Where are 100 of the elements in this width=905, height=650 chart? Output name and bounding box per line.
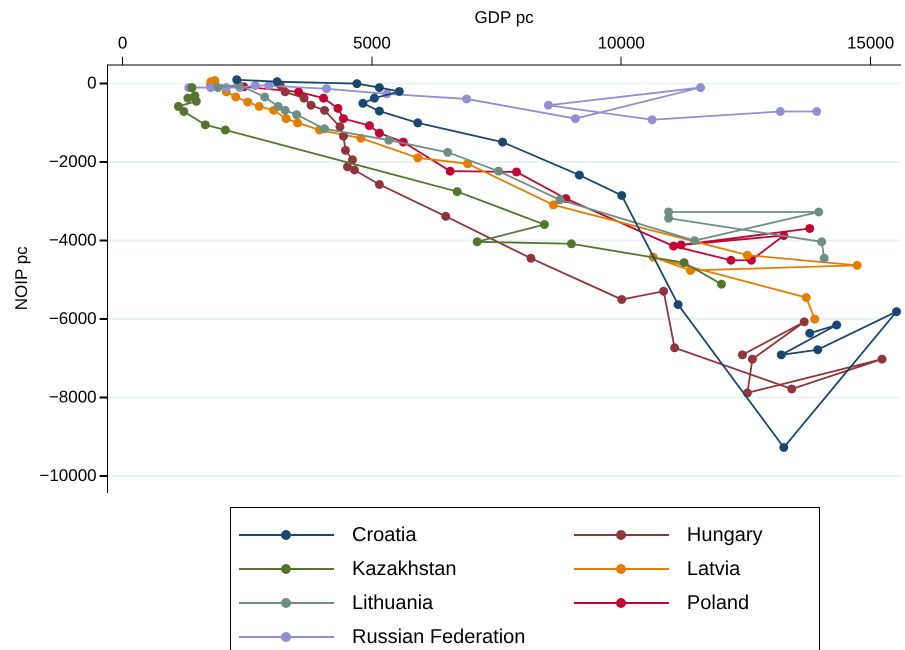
point	[776, 350, 786, 360]
y-tick-label: −2000	[48, 152, 97, 171]
point	[358, 98, 368, 108]
point	[812, 107, 822, 116]
point	[878, 354, 887, 364]
point	[570, 114, 580, 124]
point	[320, 124, 330, 134]
point	[340, 146, 350, 155]
point	[716, 280, 726, 289]
x-axis-title: GDP pc	[474, 8, 534, 27]
x-tick-label: 5000	[352, 33, 391, 52]
point	[820, 254, 829, 263]
x-tick-label: 15000	[846, 33, 894, 52]
point	[802, 293, 811, 302]
point	[374, 128, 384, 138]
point	[300, 94, 309, 103]
point	[384, 136, 394, 145]
point	[892, 307, 902, 316]
point	[526, 254, 536, 263]
point	[292, 110, 302, 120]
y-tick-label: −8000	[48, 387, 97, 406]
point	[232, 75, 242, 84]
y-tick-label: 0	[87, 73, 97, 92]
x-tick-label: 10000	[598, 33, 645, 52]
point	[364, 121, 374, 130]
point	[648, 115, 657, 124]
point	[674, 300, 683, 310]
point	[690, 236, 700, 246]
point	[320, 106, 330, 115]
point	[192, 96, 201, 106]
point	[670, 343, 680, 352]
legend-label: Hungary	[686, 524, 763, 546]
point	[319, 94, 328, 103]
point	[250, 81, 260, 90]
point	[335, 122, 344, 132]
point	[213, 83, 222, 92]
point	[220, 125, 230, 134]
legend-label: Latvia	[686, 558, 740, 580]
point	[574, 170, 584, 180]
point	[443, 148, 452, 157]
point	[452, 187, 462, 196]
point	[187, 83, 196, 92]
point	[370, 94, 379, 103]
point	[805, 328, 814, 338]
point	[659, 286, 668, 296]
point	[333, 104, 342, 113]
point	[555, 195, 564, 204]
legend-label: Russian Federation	[352, 626, 526, 648]
point	[676, 240, 686, 250]
point	[742, 250, 752, 260]
point	[832, 320, 842, 330]
point	[243, 98, 252, 107]
legend-label: Kazakhstan	[352, 558, 457, 580]
point	[374, 106, 384, 116]
point	[179, 107, 188, 116]
point	[264, 81, 274, 90]
point	[352, 79, 362, 88]
legend-label: Lithuania	[352, 592, 434, 614]
point	[779, 442, 788, 452]
point	[566, 239, 576, 248]
point	[680, 258, 689, 268]
point	[852, 260, 862, 270]
point	[617, 294, 626, 304]
point	[350, 165, 359, 174]
point	[446, 166, 455, 176]
point	[814, 207, 824, 216]
point	[374, 83, 384, 92]
point	[322, 84, 332, 94]
y-tick-label: −4000	[48, 230, 97, 250]
point	[413, 153, 422, 162]
point	[413, 118, 422, 128]
point	[548, 200, 558, 210]
point	[306, 100, 316, 110]
point	[776, 107, 785, 116]
point	[254, 102, 264, 111]
point	[293, 118, 302, 128]
y-tick-label: −6000	[48, 308, 97, 328]
point	[800, 317, 809, 326]
point	[617, 190, 626, 200]
point	[669, 242, 678, 251]
point	[810, 314, 820, 324]
point	[748, 354, 757, 364]
point	[260, 92, 270, 102]
point	[280, 106, 290, 115]
point	[338, 114, 348, 124]
point	[813, 345, 822, 354]
point	[462, 94, 472, 104]
point	[494, 166, 504, 176]
point	[544, 100, 553, 110]
legend-label: Poland	[686, 592, 750, 614]
point	[200, 120, 210, 130]
point	[738, 350, 747, 360]
x-tick-label: 0	[118, 33, 128, 52]
point	[272, 77, 282, 86]
point	[540, 220, 549, 230]
point	[174, 102, 183, 111]
point	[472, 237, 482, 246]
point	[498, 138, 508, 147]
point	[282, 114, 291, 124]
y-axis-title: NOIP pc	[12, 246, 31, 310]
